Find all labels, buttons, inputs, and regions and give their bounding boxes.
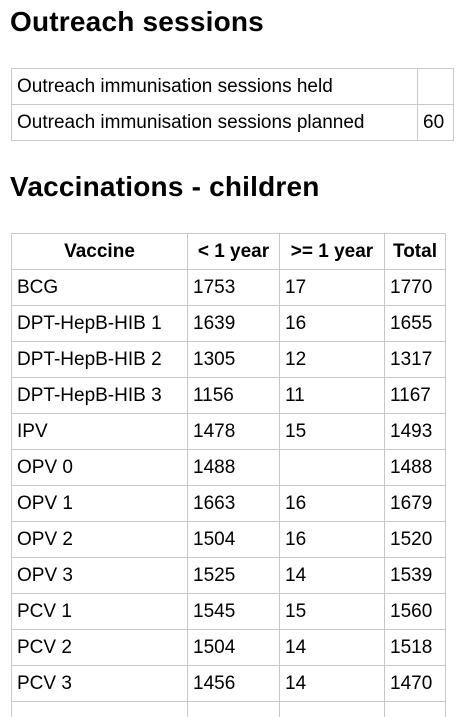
vaccine-cell: DPT-HepB-HIB 1 [11,305,188,342]
vaccinations-body: BCG 1753 17 1770 DPT-HepB-HIB 1 1639 16 1655 DPT… [11,269,446,717]
outreach-held-value [417,68,454,105]
one-and-over-cell: 12 [279,341,385,378]
outreach-heading: Outreach sessions [10,6,264,37]
under-1-cell: 1504 [187,521,280,558]
vaccine-cell: PCV 3 [11,665,188,702]
one-and-over-cell [279,701,385,717]
total-cell [384,701,446,717]
vaccine-cell: OPV 2 [11,521,188,558]
vaccine-cell: OPV 1 [11,485,188,522]
one-and-over-cell: 15 [279,413,385,450]
table-row [11,701,446,717]
under-1-cell [187,701,280,717]
total-cell: 1167 [384,377,446,414]
total-cell: 1770 [384,269,446,306]
under-1-cell: 1525 [187,557,280,594]
under-1-cell: 1478 [187,413,280,450]
total-cell: 1560 [384,593,446,630]
outreach-held-label: Outreach immunisation sessions held [11,68,418,105]
vaccine-cell: OPV 3 [11,557,188,594]
total-cell: 1518 [384,629,446,666]
table-row: Outreach immunisation sessions planned 6… [11,104,454,141]
total-cell: 1520 [384,521,446,558]
table-row: PCV 1 1545 15 1560 [11,593,446,630]
one-and-over-cell: 14 [279,557,385,594]
total-cell: 1488 [384,449,446,486]
under-1-cell: 1305 [187,341,280,378]
table-row: OPV 3 1525 14 1539 [11,557,446,594]
vaccine-cell: OPV 0 [11,449,188,486]
total-cell: 1655 [384,305,446,342]
under-1-cell: 1663 [187,485,280,522]
table-header-row: Vaccine < 1 year >= 1 year Total [11,233,446,270]
vaccinations-heading: Vaccinations - children [10,171,320,202]
one-and-over-cell: 15 [279,593,385,630]
outreach-planned-label: Outreach immunisation sessions planned [11,104,418,141]
one-and-over-cell: 17 [279,269,385,306]
one-and-over-cell: 16 [279,521,385,558]
vaccine-cell [11,701,188,717]
one-and-over-cell: 11 [279,377,385,414]
under-1-cell: 1639 [187,305,280,342]
table-row: DPT-HepB-HIB 3 1156 11 1167 [11,377,446,414]
total-cell: 1679 [384,485,446,522]
table-row: OPV 0 1488 1488 [11,449,446,486]
column-header-under-1: < 1 year [187,233,280,270]
vaccine-cell: PCV 2 [11,629,188,666]
table-row: PCV 2 1504 14 1518 [11,629,446,666]
table-row: DPT-HepB-HIB 1 1639 16 1655 [11,305,446,342]
one-and-over-cell: 14 [279,665,385,702]
one-and-over-cell: 16 [279,305,385,342]
outreach-planned-value: 60 [417,104,454,141]
under-1-cell: 1488 [187,449,280,486]
vaccine-cell: DPT-HepB-HIB 3 [11,377,188,414]
under-1-cell: 1545 [187,593,280,630]
outreach-table: Outreach immunisation sessions held Outr… [11,68,454,141]
one-and-over-cell: 16 [279,485,385,522]
total-cell: 1317 [384,341,446,378]
one-and-over-cell: 14 [279,629,385,666]
total-cell: 1493 [384,413,446,450]
column-header-total: Total [384,233,446,270]
under-1-cell: 1456 [187,665,280,702]
vaccine-cell: IPV [11,413,188,450]
under-1-cell: 1504 [187,629,280,666]
vaccine-cell: DPT-HepB-HIB 2 [11,341,188,378]
table-row: OPV 1 1663 16 1679 [11,485,446,522]
vaccinations-table: Vaccine < 1 year >= 1 year Total BCG 1753… [11,233,446,717]
table-row: OPV 2 1504 16 1520 [11,521,446,558]
under-1-cell: 1753 [187,269,280,306]
table-row: IPV 1478 15 1493 [11,413,446,450]
table-row: Outreach immunisation sessions held [11,68,454,105]
total-cell: 1470 [384,665,446,702]
one-and-over-cell [279,449,385,486]
vaccine-cell: BCG [11,269,188,306]
table-row: PCV 3 1456 14 1470 [11,665,446,702]
total-cell: 1539 [384,557,446,594]
vaccine-cell: PCV 1 [11,593,188,630]
table-row: BCG 1753 17 1770 [11,269,446,306]
column-header-1-and-over: >= 1 year [279,233,385,270]
under-1-cell: 1156 [187,377,280,414]
table-row: DPT-HepB-HIB 2 1305 12 1317 [11,341,446,378]
column-header-vaccine: Vaccine [11,233,188,270]
